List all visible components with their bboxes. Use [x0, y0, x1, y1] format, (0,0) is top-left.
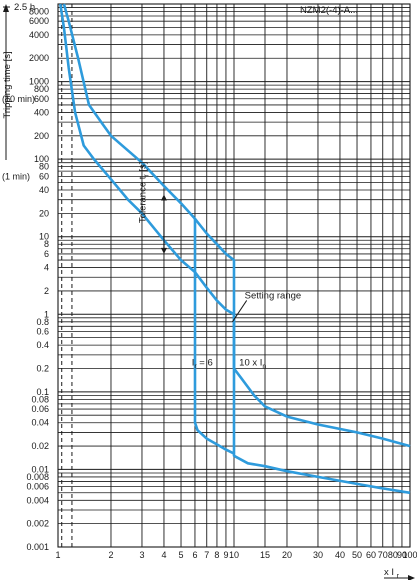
x-tick-label: 9 [223, 550, 228, 560]
x-tick-label: 80 [388, 550, 398, 560]
x-tick-label: 7 [204, 550, 209, 560]
annotation-label: Tolerance tr [s] [138, 162, 151, 224]
annotation-text: Tolerance t [138, 176, 149, 223]
curves [59, 3, 411, 495]
y-tick-label: 0.02 [31, 441, 49, 451]
leader-line [232, 300, 248, 323]
x-tick-label: 8 [214, 550, 219, 560]
annotation-suffix: [s] [138, 162, 149, 175]
y-axis-title: Tripping time [s] [2, 51, 13, 118]
y-tick-label: 60 [39, 171, 49, 181]
annotation-text: 10 x I [239, 357, 262, 368]
y-tick-label: 4000 [29, 30, 49, 40]
x-tick-label: 10 [229, 550, 239, 560]
y-tick-label: 200 [34, 131, 49, 141]
x-tick-label: 15 [260, 550, 270, 560]
x-tick-label: 1 [55, 550, 60, 560]
y-annotation-label: (10 min) [2, 94, 35, 104]
y-tick-label: 100 [34, 154, 49, 164]
annotation-subscript: r [194, 363, 197, 370]
y-tick-label: 0.002 [26, 519, 49, 529]
y-tick-label: 0.004 [26, 495, 49, 505]
y-tick-label: 0.6 [36, 326, 49, 336]
x-tick-label: 4 [161, 550, 166, 560]
x-tick-label: 70 [378, 550, 388, 560]
y-annotation-label: (1 min) [2, 171, 30, 181]
x-tick-label: 30 [313, 550, 323, 560]
y-tick-label: 0.008 [26, 472, 49, 482]
annotation-text: I [192, 357, 195, 368]
tolerance-arrow-head-up [160, 194, 167, 201]
y-tick-label: 2000 [29, 53, 49, 63]
y-tick-label: 0.01 [31, 464, 49, 474]
annotation-subscript: n [262, 363, 266, 370]
y-tick-label: 10 [39, 232, 49, 242]
x-tick-label: 2 [108, 550, 113, 560]
x-tick-label: 50 [352, 550, 362, 560]
y-tick-label: 40 [39, 185, 49, 195]
curve-upper [62, 3, 411, 448]
y-tick-label: 0.8 [36, 317, 49, 327]
y-tick-label: 4 [44, 263, 49, 273]
x-tick-label: 5 [179, 550, 184, 560]
x-tick-label: 40 [335, 550, 345, 560]
y-tick-label: 0.4 [36, 340, 49, 350]
x-tick-label: 90 [397, 550, 407, 560]
x-tick-label: 100 [402, 550, 417, 560]
y-tick-label: 600 [34, 94, 49, 104]
curve-lower [59, 3, 411, 495]
tolerance-arrow-head-down [160, 247, 167, 254]
y-tick-label: 0.1 [36, 387, 49, 397]
y-tick-label: 1 [44, 309, 49, 319]
y-axis-arrow [3, 4, 10, 160]
x-tick-label: 3 [139, 550, 144, 560]
y-tick-label: 0.006 [26, 482, 49, 492]
y-tick-label: 0.06 [31, 404, 49, 414]
chart-title: NZM2(-4)-A... [300, 5, 358, 16]
y-tick-label: 20 [39, 208, 49, 218]
svg-text:x I r: x I r [384, 567, 400, 580]
y-axis-top-label: 2.5 h [14, 2, 35, 13]
y-tick-label: 6 [44, 249, 49, 259]
y-tick-label: 0.08 [31, 394, 49, 404]
x-axis-title: x I r [384, 567, 415, 580]
curve-i_r_6 [193, 218, 235, 455]
y-tick-label: 0.2 [36, 364, 49, 374]
y-tick-label: 800 [34, 84, 49, 94]
y-tick-label: 1000 [29, 77, 49, 87]
y-tick-label: 2 [44, 286, 49, 296]
y-tick-label: 6000 [29, 16, 49, 26]
y-tick-label: 8000 [29, 7, 49, 17]
y-tick-label: 0.04 [31, 418, 49, 428]
x-tick-label: 6 [192, 550, 197, 560]
y-tick-label: 400 [34, 107, 49, 117]
annotation-suffix: = 6 [197, 357, 213, 368]
x-axis-title-main: x I [384, 567, 394, 578]
annotation-label: 10 x In [239, 357, 266, 370]
y-tick-label: 0.001 [26, 542, 49, 552]
annotation-text: Setting range [245, 290, 302, 301]
annotation-label: Ir = 6 [192, 357, 213, 370]
annotation-label: Setting range [245, 290, 302, 301]
y-tick-label: 8 [44, 239, 49, 249]
annotation-subscript: r [144, 174, 151, 177]
y-tick-label: 80 [39, 162, 49, 172]
x-tick-label: 60 [366, 550, 376, 560]
x-tick-label: 20 [282, 550, 292, 560]
x-axis-title-sub: r [397, 573, 400, 580]
